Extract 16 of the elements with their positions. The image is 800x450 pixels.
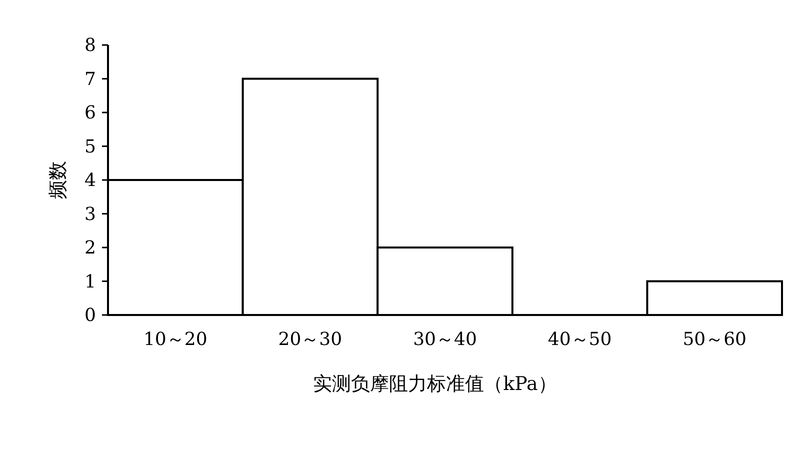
x-tick-label: 40～50: [548, 329, 612, 350]
x-tick-label: 20～30: [278, 329, 342, 350]
y-tick-label: 1: [84, 271, 96, 292]
y-axis-title: 频数: [47, 161, 69, 199]
y-tick-label: 8: [84, 35, 96, 56]
x-tick-label: 50～60: [682, 329, 747, 350]
y-tick-label: 7: [84, 68, 96, 90]
x-tick-label: 30～40: [413, 329, 477, 350]
y-tick-label: 0: [84, 305, 96, 326]
x-tick-label: 10～20: [143, 329, 208, 350]
x-axis-title: 实测负摩阻力标准值（kPa）: [313, 373, 557, 395]
y-tick-label: 2: [84, 238, 96, 258]
y-tick-label: 6: [84, 102, 96, 124]
y-tick-label: 5: [84, 136, 96, 158]
y-tick-label: 4: [84, 170, 96, 191]
y-tick-label: 3: [84, 204, 96, 225]
